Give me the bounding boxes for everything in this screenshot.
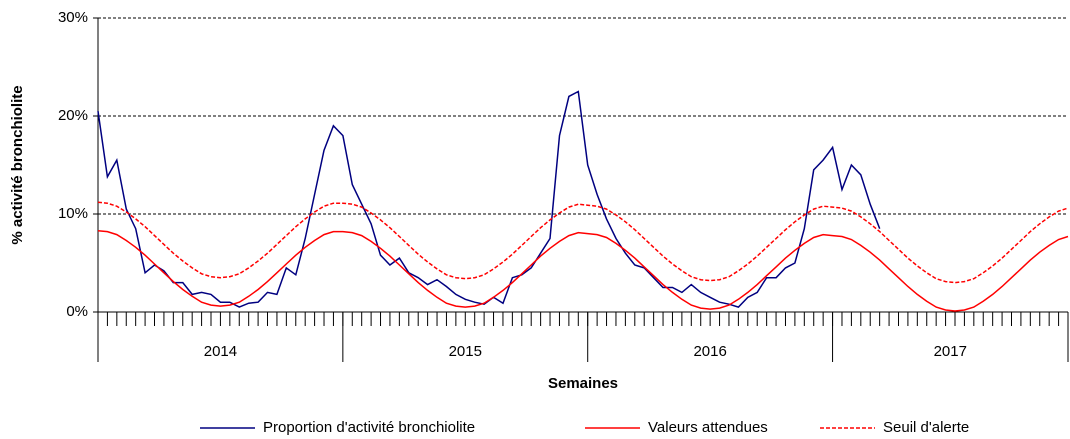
year-label: 2017 [934,343,967,360]
y-tick-label: 0% [66,303,88,320]
year-label: 2014 [204,343,237,360]
series-line [97,229,1069,312]
series-line [97,90,881,308]
y-tick-label: 10% [58,205,88,222]
y-axis-title: % activité bronchiolite [9,85,26,244]
legend-label: Valeurs attendues [648,419,768,436]
series-line [97,201,1069,284]
year-label: 2015 [449,343,482,360]
y-tick-label: 30% [58,9,88,26]
year-label: 2016 [693,343,726,360]
legend-label: Seuil d'alerte [883,419,969,436]
x-axis-title: Semaines [548,375,618,392]
legend-label: Proportion d'activité bronchiolite [263,419,475,436]
y-tick-label: 20% [58,107,88,124]
